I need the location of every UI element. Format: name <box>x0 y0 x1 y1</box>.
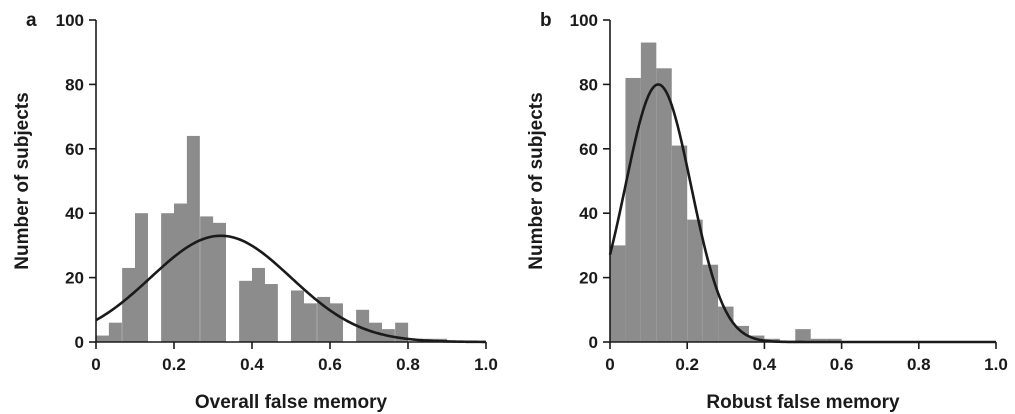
panel-a-bar <box>356 309 370 342</box>
panel-b-label: b <box>540 10 552 31</box>
panel-a-bar <box>174 203 187 342</box>
panel-b-y-tick-label: 40 <box>579 204 598 223</box>
panel-a-y-tick-label: 0 <box>75 333 84 352</box>
panel-b-y-axis-label: Number of subjects <box>526 92 547 269</box>
panel-b-y-tick-label: 80 <box>579 75 598 94</box>
panel-a-y-tick-label: 40 <box>65 204 84 223</box>
panel-a-bar <box>122 267 136 342</box>
panel-b-x-tick-label: 0.2 <box>675 355 699 374</box>
panel-b-bar <box>795 329 811 342</box>
panel-a-bar <box>291 290 304 342</box>
panel-a-bar <box>200 216 214 342</box>
panel-a-y-tick-label: 80 <box>65 75 84 94</box>
panel-a-label: a <box>26 10 37 31</box>
panel-b-x-tick-label: 0.6 <box>830 355 854 374</box>
panel-b-bar <box>733 325 749 342</box>
panel-a-x-tick-label: 0.6 <box>318 355 342 374</box>
panel-b-x-tick-label: 0.4 <box>753 355 777 374</box>
panel-b-y-tick-label: 0 <box>589 333 598 352</box>
panel-a-x-tick-label: 0.2 <box>162 355 186 374</box>
panel-a-x-tick-label: 1.0 <box>474 355 498 374</box>
panel-a-x-tick-label: 0.4 <box>240 355 264 374</box>
panel-a: 0 20 40 60 80 100 0 0.2 0.4 0.6 0.8 1.0 Overall fals… <box>12 10 498 413</box>
panel-b-bar <box>610 245 626 342</box>
panel-a-bar <box>96 335 109 342</box>
panel-a-bar <box>213 222 226 342</box>
panel-b-x-tick-label: 0 <box>605 355 614 374</box>
panel-b-bar <box>687 219 703 342</box>
panel-b-bar <box>671 145 688 342</box>
panel-a-bar <box>186 135 200 342</box>
panel-b-bar <box>640 42 657 342</box>
panel-a-bar <box>135 213 148 342</box>
panel-b-bar <box>826 338 842 342</box>
panel-a-y-tick-label: 20 <box>65 269 84 288</box>
panel-a-bar <box>108 322 122 342</box>
panel-b-bar <box>810 338 827 342</box>
panel-a-bar <box>161 213 175 342</box>
panel-b-y-tick-label: 100 <box>570 11 598 30</box>
panel-b-x-tick-label: 1.0 <box>984 355 1008 374</box>
panel-b-x-tick-label: 0.8 <box>907 355 931 374</box>
panel-a-bar <box>252 267 265 342</box>
panel-a-x-axis-label: Overall false memory <box>195 392 388 413</box>
panel-a-y-axis-label: Number of subjects <box>12 92 33 269</box>
panel-a-bar <box>303 303 317 342</box>
panel-b-y-tick-label: 60 <box>579 140 598 159</box>
panel-a-bar <box>264 284 278 342</box>
panel-a-bar <box>239 280 253 342</box>
panel-b-bar <box>656 68 672 343</box>
panel-a-fit-curve <box>95 234 487 344</box>
panel-a-x-tick-label: 0 <box>91 355 100 374</box>
panel-a-y-tick-label: 100 <box>56 11 84 30</box>
panel-a-y-tick-label: 60 <box>65 140 84 159</box>
panel-b-bar <box>625 77 641 343</box>
panel-b-x-axis-label: Robust false memory <box>706 392 900 413</box>
panel-b: 0 20 40 60 80 100 0 0.2 0.4 0.6 0.8 1.0 Robust false… <box>526 10 1008 413</box>
panel-a-bar <box>330 303 343 342</box>
panel-a-x-tick-label: 0.8 <box>396 355 420 374</box>
panel-b-bar <box>702 264 719 342</box>
panel-b-y-tick-label: 20 <box>579 269 598 288</box>
